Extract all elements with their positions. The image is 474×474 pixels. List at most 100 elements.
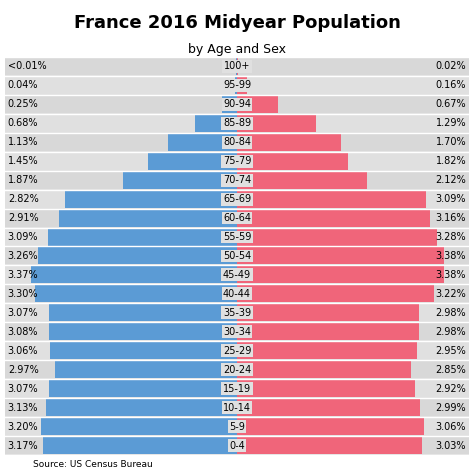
- Text: 3.06%: 3.06%: [8, 346, 38, 356]
- Text: 5-9: 5-9: [229, 421, 245, 432]
- Bar: [222, 96, 237, 113]
- Text: 3.28%: 3.28%: [436, 232, 466, 242]
- Text: 1.29%: 1.29%: [436, 118, 466, 128]
- Text: 0.04%: 0.04%: [8, 80, 38, 91]
- Bar: [237, 191, 426, 208]
- Text: 2.85%: 2.85%: [436, 365, 466, 375]
- Text: 3.13%: 3.13%: [8, 402, 38, 413]
- Bar: [38, 247, 237, 264]
- Text: 1.13%: 1.13%: [8, 137, 38, 147]
- Bar: [5, 115, 469, 132]
- Text: 2.98%: 2.98%: [436, 308, 466, 318]
- Text: 45-49: 45-49: [223, 270, 251, 280]
- Text: 3.37%: 3.37%: [8, 270, 38, 280]
- Bar: [237, 418, 424, 435]
- Text: 30-34: 30-34: [223, 327, 251, 337]
- Bar: [64, 191, 237, 208]
- Text: 2.99%: 2.99%: [436, 402, 466, 413]
- Bar: [237, 266, 444, 283]
- Bar: [55, 361, 237, 378]
- Text: 0.16%: 0.16%: [436, 80, 466, 91]
- Text: 25-29: 25-29: [223, 346, 251, 356]
- Bar: [237, 77, 247, 94]
- Text: 2.97%: 2.97%: [8, 365, 38, 375]
- Text: 15-19: 15-19: [223, 383, 251, 394]
- Bar: [49, 380, 237, 397]
- Text: 0.25%: 0.25%: [8, 99, 38, 109]
- Bar: [5, 172, 469, 189]
- Text: 95-99: 95-99: [223, 80, 251, 91]
- Text: 0.67%: 0.67%: [436, 99, 466, 109]
- Text: 85-89: 85-89: [223, 118, 251, 128]
- Bar: [237, 172, 366, 189]
- Bar: [5, 134, 469, 151]
- Text: 35-39: 35-39: [223, 308, 251, 318]
- Text: 3.03%: 3.03%: [436, 440, 466, 451]
- Text: <0.01%: <0.01%: [8, 61, 46, 72]
- Bar: [5, 418, 469, 435]
- Text: 3.26%: 3.26%: [8, 251, 38, 261]
- Bar: [237, 361, 411, 378]
- Text: 90-94: 90-94: [223, 99, 251, 109]
- Text: 10-14: 10-14: [223, 402, 251, 413]
- Bar: [5, 380, 469, 397]
- Text: 55-59: 55-59: [223, 232, 251, 242]
- Bar: [237, 342, 417, 359]
- Text: 0.68%: 0.68%: [8, 118, 38, 128]
- Text: 20-24: 20-24: [223, 365, 251, 375]
- Bar: [5, 210, 469, 227]
- Text: 3.30%: 3.30%: [8, 289, 38, 299]
- Bar: [59, 210, 237, 227]
- Bar: [5, 58, 469, 75]
- Text: 100+: 100+: [224, 61, 250, 72]
- Text: 60-64: 60-64: [223, 213, 251, 223]
- Bar: [237, 247, 444, 264]
- Text: 2.98%: 2.98%: [436, 327, 466, 337]
- Text: 3.08%: 3.08%: [8, 327, 38, 337]
- Bar: [195, 115, 237, 132]
- Text: 3.07%: 3.07%: [8, 308, 38, 318]
- Bar: [237, 228, 438, 246]
- Text: 1.70%: 1.70%: [436, 137, 466, 147]
- Bar: [49, 304, 237, 321]
- Bar: [237, 399, 420, 416]
- Bar: [49, 323, 237, 340]
- Bar: [5, 323, 469, 340]
- Text: 1.87%: 1.87%: [8, 175, 38, 185]
- Bar: [31, 266, 237, 283]
- Text: 2.91%: 2.91%: [8, 213, 38, 223]
- Bar: [5, 266, 469, 283]
- Text: 3.20%: 3.20%: [8, 421, 38, 432]
- Text: 70-74: 70-74: [223, 175, 251, 185]
- Text: 40-44: 40-44: [223, 289, 251, 299]
- Text: 3.16%: 3.16%: [436, 213, 466, 223]
- Text: 1.45%: 1.45%: [8, 156, 38, 166]
- Bar: [123, 172, 237, 189]
- Text: 3.09%: 3.09%: [8, 232, 38, 242]
- Bar: [148, 153, 237, 170]
- Bar: [5, 304, 469, 321]
- Bar: [237, 285, 434, 302]
- Bar: [50, 342, 237, 359]
- Bar: [5, 247, 469, 264]
- Bar: [5, 191, 469, 208]
- Text: 2.12%: 2.12%: [436, 175, 466, 185]
- Bar: [5, 228, 469, 246]
- Bar: [41, 418, 237, 435]
- Bar: [237, 210, 430, 227]
- Bar: [237, 304, 419, 321]
- Bar: [237, 115, 316, 132]
- Bar: [237, 380, 416, 397]
- Text: 2.92%: 2.92%: [436, 383, 466, 394]
- Text: 3.38%: 3.38%: [436, 270, 466, 280]
- Bar: [235, 77, 237, 94]
- Bar: [5, 437, 469, 454]
- Text: 3.17%: 3.17%: [8, 440, 38, 451]
- Text: 0.02%: 0.02%: [436, 61, 466, 72]
- Bar: [237, 437, 422, 454]
- Text: Source: US Census Bureau: Source: US Census Bureau: [33, 460, 153, 469]
- Bar: [237, 153, 348, 170]
- Text: 1.82%: 1.82%: [436, 156, 466, 166]
- Text: by Age and Sex: by Age and Sex: [188, 43, 286, 55]
- Text: France 2016 Midyear Population: France 2016 Midyear Population: [73, 14, 401, 32]
